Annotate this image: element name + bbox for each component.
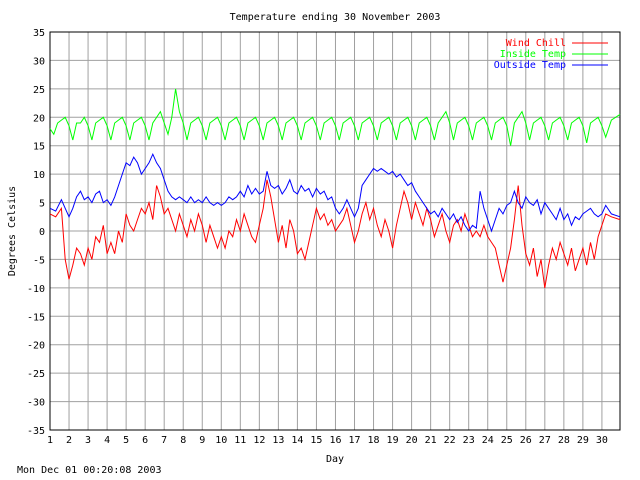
x-tick-label: 17 xyxy=(348,435,360,446)
series-lines xyxy=(49,88,621,288)
x-tick-label: 8 xyxy=(180,435,186,446)
y-tick-label: -15 xyxy=(27,312,45,323)
x-tick-label: 19 xyxy=(387,435,399,446)
x-tick-label: 20 xyxy=(406,435,418,446)
y-tick-label: 25 xyxy=(33,85,45,96)
x-tick-label: 1 xyxy=(47,435,53,446)
x-tick-label: 2 xyxy=(66,435,72,446)
x-tick-label: 22 xyxy=(444,435,456,446)
x-tick-label: 5 xyxy=(123,435,129,446)
x-tick-label: 12 xyxy=(253,435,265,446)
y-tick-label: -5 xyxy=(33,255,45,266)
x-tick-label: 29 xyxy=(577,435,589,446)
x-tick-label: 27 xyxy=(539,435,551,446)
x-axis-label: Day xyxy=(326,454,344,465)
x-tick-label: 21 xyxy=(425,435,437,446)
x-tick-label: 14 xyxy=(291,435,303,446)
x-tick-label: 30 xyxy=(596,435,608,446)
legend-label-wind-chill: Wind Chill xyxy=(506,38,566,49)
y-tick-label: -20 xyxy=(27,341,45,352)
x-tick-label: 26 xyxy=(520,435,532,446)
plot-frame xyxy=(49,31,621,431)
x-tick-label: 24 xyxy=(482,435,494,446)
y-tick-label: 20 xyxy=(33,113,45,124)
legend-label-outside-temp: Outside Temp xyxy=(494,60,566,71)
x-tick-label: 16 xyxy=(329,435,341,446)
x-tick-label: 4 xyxy=(104,435,110,446)
x-tick-label: 18 xyxy=(368,435,380,446)
x-tick-label: 6 xyxy=(142,435,148,446)
timestamp: Mon Dec 01 00:20:08 2003 xyxy=(17,465,162,476)
y-tick-label: 10 xyxy=(33,170,45,181)
y-tick-label: 5 xyxy=(39,199,45,210)
x-tick-label: 10 xyxy=(215,435,227,446)
y-tick-label: -30 xyxy=(27,398,45,409)
y-tick-label: -25 xyxy=(27,369,45,380)
x-tick-label: 28 xyxy=(558,435,570,446)
x-tick-label: 9 xyxy=(199,435,205,446)
y-tick-label: -10 xyxy=(27,284,45,295)
x-axis-ticks: 1 2 3 4 5 6 7 8 9 10 11 12 13 14 15 16 17 18 19 20 21 22 23 24 2… xyxy=(47,435,608,446)
x-tick-label: 3 xyxy=(85,435,91,446)
legend-label-inside-temp: Inside Temp xyxy=(500,49,566,60)
x-tick-label: 15 xyxy=(310,435,322,446)
y-tick-label: 35 xyxy=(33,28,45,39)
series-line-outside-temp xyxy=(49,152,621,233)
y-axis-ticks: -35 -30 -25 -20 -15 -10 -5 0 5 10 15 20 25 30 35 xyxy=(27,28,45,437)
y-tick-label: -35 xyxy=(27,426,45,437)
series-line-inside-temp xyxy=(49,88,621,146)
y-tick-label: 15 xyxy=(33,142,45,153)
x-tick-label: 11 xyxy=(234,435,246,446)
grid xyxy=(49,31,620,431)
chart-title: Temperature ending 30 November 2003 xyxy=(230,12,441,23)
x-tick-label: 25 xyxy=(501,435,513,446)
y-tick-label: 30 xyxy=(33,56,45,67)
y-axis-label: Degrees Celsius xyxy=(7,186,18,276)
x-tick-label: 7 xyxy=(161,435,167,446)
y-tick-label: 0 xyxy=(39,227,45,238)
x-tick-label: 13 xyxy=(272,435,284,446)
x-tick-label: 23 xyxy=(463,435,475,446)
